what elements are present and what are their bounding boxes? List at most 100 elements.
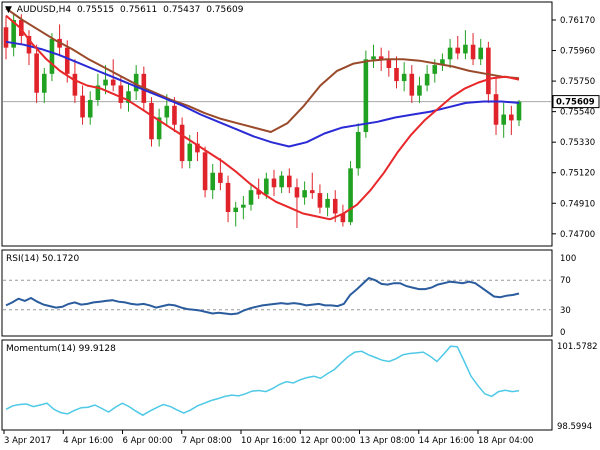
candle-body — [195, 143, 200, 153]
candle-body — [455, 47, 461, 54]
time-axis-label: 10 Apr 16:00 — [241, 436, 296, 446]
candle-body — [26, 36, 32, 54]
candle-body — [233, 207, 239, 212]
candle-body — [417, 85, 422, 96]
price-axis-label: 0.75120 — [560, 169, 595, 179]
price-axis-label: 0.76170 — [560, 16, 595, 26]
candle-body — [493, 94, 499, 125]
rsi-panel[interactable] — [1, 249, 553, 337]
momentum-axis-label: 98.5994 — [557, 422, 592, 432]
candle-body — [264, 178, 269, 195]
candle-body — [325, 198, 330, 208]
candle-body — [371, 56, 376, 60]
current-price-label: 0.75609 — [556, 98, 595, 108]
price-axis-label: 0.75750 — [560, 77, 595, 87]
rsi-axis-label: 0 — [560, 328, 565, 338]
candle-body — [72, 73, 78, 96]
candle-body — [309, 190, 315, 194]
candle-body — [378, 56, 384, 60]
candle-body — [509, 114, 514, 121]
low-value: 0.75437 — [163, 5, 200, 15]
candle-body — [210, 172, 216, 191]
rsi-line — [5, 276, 520, 316]
candle-body — [401, 73, 407, 82]
candle-body — [386, 59, 392, 68]
candle-body — [463, 44, 468, 54]
candle-body — [133, 73, 139, 92]
candle-body — [302, 190, 307, 198]
price-axis-label: 0.75540 — [560, 108, 595, 118]
price-axis-label: 0.75330 — [560, 138, 595, 148]
price-axis-label: 0.74910 — [560, 199, 595, 209]
candle-body — [225, 182, 231, 212]
candle-body — [447, 47, 453, 60]
time-axis-label: 4 Apr 16:00 — [63, 436, 113, 446]
candle-body — [202, 152, 208, 191]
price-axis-label: 0.74700 — [560, 230, 595, 240]
candle-body — [394, 68, 399, 82]
candle-body — [149, 102, 154, 140]
candle-body — [156, 117, 162, 140]
price-header: ▼ AUDUSD,H4 0.75515 0.75611 0.75437 0.75… — [5, 5, 244, 15]
candle-body — [80, 95, 85, 118]
candle-body — [34, 53, 39, 93]
candle-body — [294, 187, 300, 198]
close-value: 0.75609 — [206, 5, 243, 15]
time-axis-label: 7 Apr 08:00 — [182, 436, 232, 446]
candle-body — [41, 73, 47, 93]
candle-body — [440, 59, 445, 66]
candle-body — [424, 73, 430, 86]
collapse-arrow-icon[interactable]: ▼ — [5, 5, 12, 15]
candle-body — [355, 132, 361, 169]
ma-fast-line — [5, 14, 520, 221]
candle-body — [95, 85, 101, 100]
candle-body — [516, 101, 522, 121]
momentum-line — [5, 345, 520, 417]
candle-body — [256, 190, 261, 195]
candle-body — [432, 65, 438, 74]
momentum-axis-label: 101.5782 — [557, 342, 598, 352]
candle-body — [279, 175, 284, 188]
candle-body — [110, 79, 116, 86]
open-value: 0.75515 — [77, 5, 114, 15]
rsi-label: RSI(14) 50.1720 — [6, 254, 79, 264]
candle-body — [501, 114, 506, 125]
candle-body — [241, 204, 246, 208]
candle-body — [11, 20, 16, 48]
candle-body — [87, 100, 93, 118]
candle-body — [19, 20, 24, 36]
candle-body — [332, 198, 338, 214]
time-axis-label: 13 Apr 08:00 — [360, 436, 415, 446]
candle-body — [49, 38, 55, 74]
candle-body — [317, 193, 323, 208]
rsi-axis-label: 30 — [560, 306, 571, 316]
rsi-axis-label: 100 — [560, 254, 576, 264]
price-panel[interactable] — [1, 1, 553, 247]
time-axis-label: 6 Apr 00:00 — [123, 436, 173, 446]
candle-body — [363, 59, 369, 132]
candle-body — [118, 85, 124, 103]
current-price-tag — [552, 95, 600, 109]
time-axis-label: 12 Apr 00:00 — [300, 436, 355, 446]
symbol-label: AUDUSD,H4 — [17, 5, 72, 15]
rsi-axis-label: 70 — [560, 276, 571, 286]
momentum-panel[interactable] — [1, 339, 553, 431]
candle-body — [164, 105, 170, 118]
candle-body — [3, 27, 9, 48]
time-axis-label: 14 Apr 16:00 — [419, 436, 474, 446]
candle-body — [218, 172, 223, 183]
momentum-label: Momentum(14) 99.9128 — [6, 344, 116, 354]
candle-body — [478, 47, 484, 60]
candle-body — [486, 47, 491, 95]
ma-mid-line — [5, 40, 520, 148]
high-value: 0.75611 — [120, 5, 157, 15]
candle-body — [340, 213, 346, 223]
candle-body — [348, 168, 353, 223]
time-axis-label: 3 Apr 2017 — [4, 436, 51, 446]
candle-body — [126, 91, 131, 103]
candle-body — [179, 124, 185, 162]
candle-body — [271, 178, 277, 188]
candle-body — [409, 73, 415, 96]
candle-body — [470, 44, 476, 60]
ma-slow-line — [5, 7, 520, 133]
